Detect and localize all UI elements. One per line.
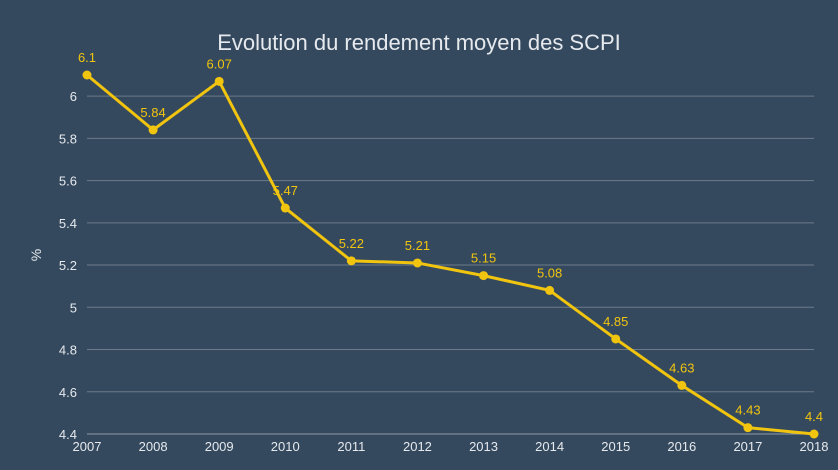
chart-title: Evolution du rendement moyen des SCPI (217, 30, 621, 55)
y-tick-label: 6 (70, 89, 77, 104)
data-label: 6.07 (207, 56, 232, 71)
data-point (280, 203, 290, 213)
y-tick-label: 4.8 (59, 343, 77, 358)
data-label: 4.43 (735, 403, 760, 418)
y-tick-label: 5.2 (59, 258, 77, 273)
data-label: 4.85 (603, 314, 628, 329)
x-tick-label: 2014 (535, 439, 564, 454)
x-tick-label: 2017 (733, 439, 762, 454)
data-label: 5.22 (339, 236, 364, 251)
data-point (743, 423, 753, 433)
x-tick-label: 2008 (139, 439, 168, 454)
data-labels: 6.1 5.84 6.07 5.47 5.22 5.21 5.15 5.08 4.85 4.63 4… (78, 50, 823, 424)
data-point (809, 429, 819, 439)
data-point (148, 125, 158, 135)
x-tick-label: 2018 (800, 439, 829, 454)
data-label: 5.15 (471, 251, 496, 266)
data-label: 4.4 (805, 409, 823, 424)
x-tick-label: 2011 (337, 439, 365, 454)
y-tick-label: 4.4 (59, 427, 77, 442)
data-label: 6.1 (78, 50, 96, 65)
x-tick-label: 2007 (73, 439, 102, 454)
data-label: 4.63 (669, 360, 694, 375)
series-line (86, 73, 815, 436)
x-tick-label: 2009 (205, 439, 234, 454)
x-tick-label: 2013 (469, 439, 498, 454)
data-point (82, 70, 92, 80)
x-tick-label: 2012 (403, 439, 432, 454)
data-point (545, 285, 555, 295)
data-label: 5.21 (405, 238, 430, 253)
series-group (82, 70, 819, 439)
y-tick-label: 5.4 (59, 216, 77, 231)
y-axis-ticks: 4.4 4.6 4.8 5 5.2 5.4 5.6 5.8 6 (59, 89, 77, 442)
y-axis-label: % (28, 249, 44, 261)
grid-lines (87, 95, 814, 393)
x-tick-label: 2010 (271, 439, 300, 454)
x-axis-ticks: 2007 2008 2009 2010 2011 2012 2013 2014 2015 2016… (73, 439, 829, 454)
data-label: 5.47 (273, 183, 298, 198)
data-label: 5.08 (537, 265, 562, 280)
x-tick-label: 2016 (667, 439, 696, 454)
data-label: 5.84 (140, 105, 165, 120)
data-point (214, 76, 224, 86)
data-point (677, 380, 687, 390)
y-tick-label: 4.6 (59, 385, 77, 400)
data-point (479, 271, 489, 281)
x-tick-label: 2015 (601, 439, 630, 454)
data-point (412, 258, 422, 268)
y-tick-label: 5.6 (59, 174, 77, 189)
y-tick-label: 5 (70, 300, 77, 315)
y-tick-label: 5.8 (59, 131, 77, 146)
data-point (611, 334, 621, 344)
data-point (346, 256, 356, 266)
